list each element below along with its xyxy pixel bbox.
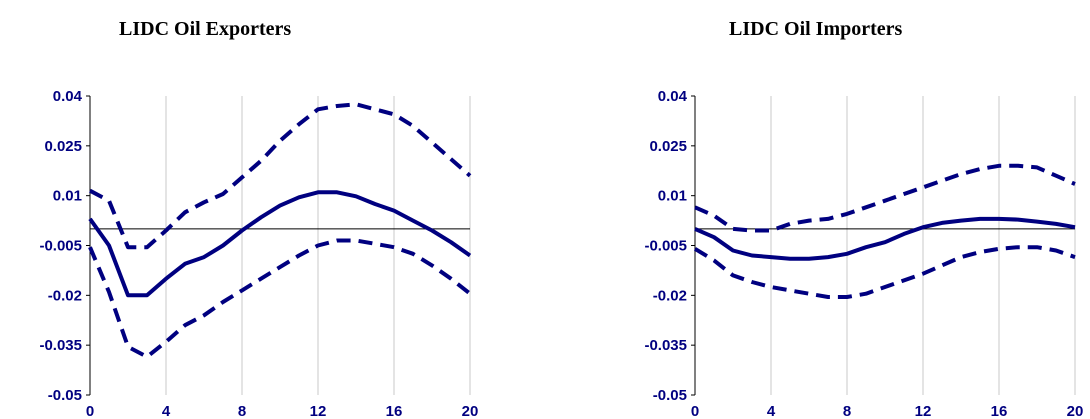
x-tick-label: 16 [386, 403, 403, 419]
series-line-estimate [694, 216, 1076, 261]
x-tick-label: 0 [691, 403, 699, 419]
series-line-lower-band [88, 238, 472, 359]
y-tick-label: 0.01 [658, 188, 687, 205]
chart-oil-importers: 0.04 0.025 0.01 -0.005 -0.02 -0.035 -0.050 4 8 12… [644, 88, 1084, 419]
chart-title-oil-exporters: LIDC Oil Exporters [119, 18, 292, 40]
x-tick-label: 12 [310, 403, 327, 419]
y-tick-label: -0.02 [48, 287, 82, 304]
y-tick-label: -0.005 [39, 238, 82, 255]
y-tick-label: 0.025 [44, 138, 82, 155]
chart-oil-exporters: 0.04 0.025 0.01 -0.005 -0.02 -0.035 -0.050 4 8 12… [39, 88, 479, 419]
series-line-upper-band [89, 102, 472, 250]
x-tick-label: 20 [462, 403, 479, 419]
y-tick-label: 0.025 [649, 138, 687, 155]
y-tick-label: -0.05 [48, 387, 82, 404]
x-tick-label: 12 [915, 403, 932, 419]
x-tick-label: 0 [86, 403, 94, 419]
x-tick-label: 8 [843, 403, 851, 419]
series-line-lower-band [693, 245, 1076, 299]
y-tick-label: 0.01 [53, 188, 82, 205]
chart-title-oil-importers: LIDC Oil Importers [729, 18, 903, 40]
x-tick-label: 4 [162, 403, 171, 419]
y-tick-label: -0.005 [644, 238, 687, 255]
y-tick-label: -0.035 [644, 337, 687, 354]
x-tick-label: 8 [238, 403, 246, 419]
x-tick-label: 16 [991, 403, 1008, 419]
y-tick-label: -0.035 [39, 337, 82, 354]
y-tick-label: -0.05 [653, 387, 687, 404]
y-tick-label: 0.04 [53, 88, 83, 105]
x-tick-label: 4 [767, 403, 776, 419]
series-line-estimate [88, 190, 472, 298]
series-line-upper-band [694, 163, 1076, 233]
y-tick-label: -0.02 [653, 287, 687, 304]
y-tick-label: 0.04 [658, 88, 688, 105]
x-tick-label: 20 [1067, 403, 1084, 419]
